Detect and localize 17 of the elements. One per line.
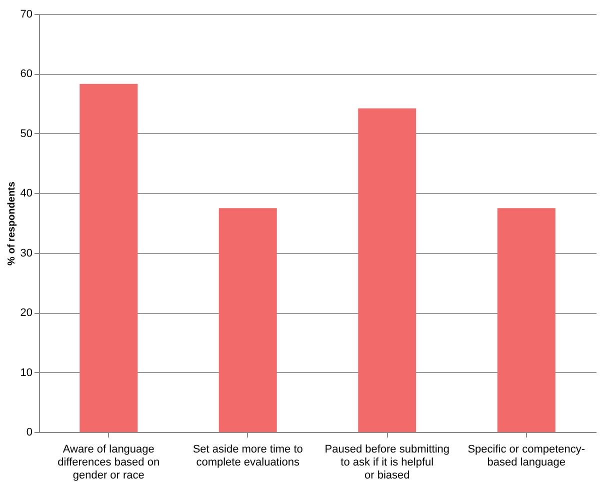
- x-tick-label: Paused before submitting to ask if it is helpful or biased: [324, 444, 450, 482]
- y-axis-title: % of respondents: [6, 181, 18, 266]
- y-tick-label: 50: [20, 128, 32, 140]
- y-tick-label: 40: [20, 188, 32, 200]
- y-tick-label: 70: [20, 8, 32, 20]
- y-tick-label: 0: [26, 426, 32, 438]
- y-tick-label: 60: [20, 68, 32, 80]
- y-tick-label: 10: [20, 366, 32, 379]
- bar: [80, 84, 138, 432]
- x-tick-label: Set aside more time to complete evaluations: [192, 444, 303, 468]
- x-tick-label: Aware of language differences based on gender or race: [58, 444, 160, 482]
- bar: [358, 108, 416, 432]
- y-tick-label: 20: [20, 307, 32, 320]
- bar: [497, 208, 556, 432]
- y-tick-label: 30: [20, 247, 32, 260]
- bar: [218, 208, 277, 432]
- x-tick-label: Specific or competency-based language: [468, 444, 586, 468]
